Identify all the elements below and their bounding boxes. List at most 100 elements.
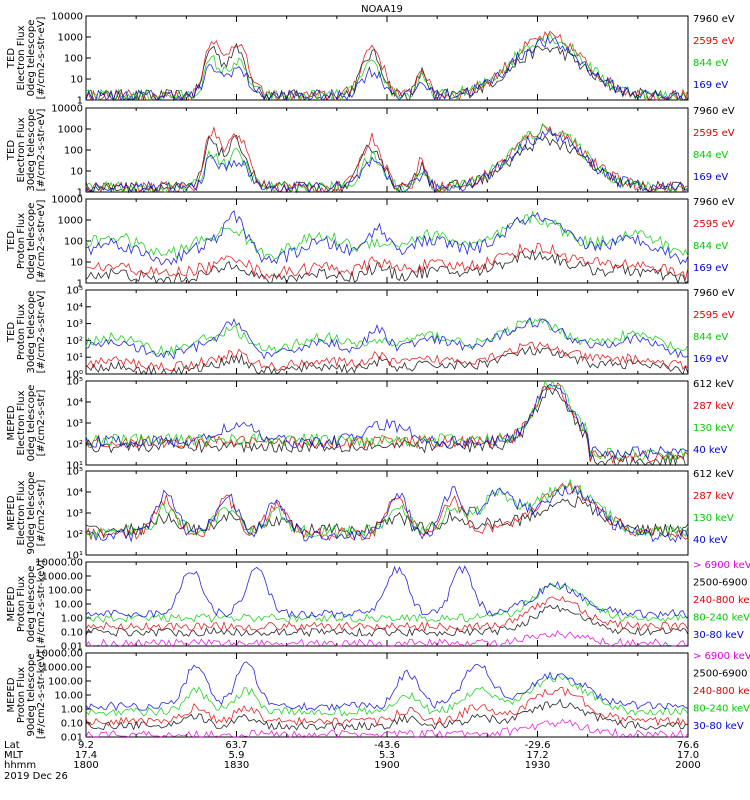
y-tick-label: 10⁴ <box>66 302 83 313</box>
y-tick-label: 1000.00 <box>42 663 83 674</box>
series-p8-2 <box>85 686 689 727</box>
panel-p3: 10000 1000 100 10 1 TEDProton Flux0deg telesc… <box>6 195 735 290</box>
y-tick-label: 100.00 <box>48 586 83 597</box>
y-tick-label: 1000 <box>58 125 83 136</box>
panel-frame <box>85 652 689 738</box>
y-tick-label: 100 <box>64 237 83 248</box>
legend-entry: 30-80 keV <box>693 630 744 641</box>
legend-entry: 2595 eV <box>693 128 735 139</box>
y-axis-label-line: MEPED <box>6 405 17 440</box>
y-axis-label-line: MEPED <box>6 495 17 530</box>
y-axis-label-line: Electron Flux <box>16 117 27 182</box>
series-p7-2 <box>85 596 689 632</box>
y-tick-label: 10² <box>66 440 83 451</box>
legend-entry: 7960 eV <box>693 197 735 208</box>
series-p8-4 <box>85 661 689 712</box>
y-tick-label: 10¹ <box>66 461 83 472</box>
y-tick-label: 10³ <box>66 319 83 330</box>
legend-entry: 287 keV <box>693 491 734 502</box>
y-axis-label-line: [#/cm2-s-str-eV] <box>36 17 47 100</box>
y-axis-label-line: [#/cm2-s-str-eV] <box>36 109 47 192</box>
panel-p6: 10⁵ 10⁴ 10³ 10² 10¹ MEPEDElectron Flux90deg t… <box>6 467 734 562</box>
y-tick-label: 1000 <box>58 33 83 44</box>
y-axis-label: TEDProton Flux30deg telescope[#/cm2-s-st… <box>6 290 47 373</box>
legend-entry: 169 eV <box>693 263 728 274</box>
footer-value: -29.6 <box>525 740 551 751</box>
legend-entry: 2595 eV <box>693 219 735 230</box>
legend-entry: 7960 eV <box>693 106 735 117</box>
series-p7-1 <box>85 604 689 638</box>
y-tick-label: 1000.00 <box>42 572 83 583</box>
y-tick-label: 100.00 <box>48 677 83 688</box>
y-axis-label-line: [#/cm2-s-str-keV] <box>36 651 47 739</box>
series-p1-3 <box>85 35 689 102</box>
legend-entry: 612 keV <box>693 379 734 390</box>
y-tick-label: 10² <box>66 530 83 541</box>
footer-value: 5.3 <box>379 750 395 761</box>
footer-value: 1830 <box>224 760 249 771</box>
y-axis-label-line: Proton Flux <box>16 667 27 723</box>
y-tick-label: 10000 <box>51 195 83 206</box>
legend-entry: 844 eV <box>693 150 728 161</box>
y-axis-label-line: 90deg telescope <box>26 471 37 554</box>
y-axis-label-line: Proton Flux <box>16 213 27 269</box>
legend-entry: 240-800 keV <box>693 686 750 697</box>
series-p7-3 <box>85 583 689 624</box>
y-axis-label-line: TED <box>6 140 17 161</box>
y-tick-label: 10⁰ <box>66 370 83 381</box>
footer-value: 2000 <box>675 760 700 771</box>
series-p6-0 <box>85 495 689 537</box>
y-tick-label: 10.00 <box>54 600 83 611</box>
y-axis-label-line: 0deg telescope <box>26 566 37 643</box>
panel-p2: 10000 1000 100 10 1 TEDElectron Flux30deg tel… <box>6 104 735 199</box>
series-p7-4 <box>85 565 689 619</box>
legend-entry: 130 keV <box>693 513 734 524</box>
legend-entry: 2500-6900 <box>693 578 748 589</box>
y-axis-label-line: Proton Flux <box>16 576 27 632</box>
footer-value: 63.7 <box>225 740 247 751</box>
y-axis-label-line: [#/cm2-s-str] <box>36 479 47 546</box>
panel-frame <box>85 380 689 466</box>
y-axis-label-line: Electron Flux <box>16 480 27 545</box>
y-axis-label-line: 90deg telescope <box>26 653 37 736</box>
y-axis-label-line: [#/cm2-s-str] <box>36 389 47 456</box>
series-p8-0 <box>85 718 689 739</box>
y-tick-label: 1 <box>77 279 83 290</box>
y-tick-label: 1.00 <box>61 705 83 716</box>
y-axis-label-line: Proton Flux <box>16 304 27 360</box>
legend-entry: 2595 eV <box>693 310 735 321</box>
y-tick-label: 10³ <box>66 419 83 430</box>
footer-row-label: Lat <box>4 740 20 751</box>
legend-entry: 80-240 keV <box>693 613 750 624</box>
y-axis-label-line: MEPED <box>6 586 17 621</box>
y-tick-label: 10² <box>66 336 83 347</box>
y-tick-label: 10⁵ <box>66 286 83 297</box>
series-p1-2 <box>85 32 689 102</box>
y-axis-label-line: TED <box>6 231 17 252</box>
legend-entry: 7960 eV <box>693 14 735 25</box>
y-axis-label-line: Electron Flux <box>16 25 27 90</box>
footer-value: 1900 <box>374 760 399 771</box>
legend-entry: 80-240 keV <box>693 704 750 715</box>
y-tick-label: 10 <box>70 75 83 86</box>
footer-row-label: MLT <box>4 750 24 761</box>
legend-entry: > 6900 keV <box>693 560 750 571</box>
legend-entry: 40 keV <box>693 445 727 456</box>
series-p7-0 <box>85 630 689 648</box>
y-axis-label-line: [#/cm2-s-str-keV] <box>36 560 47 648</box>
footer-row-label: hhmm <box>4 760 36 771</box>
footer-value: 5.9 <box>229 750 245 761</box>
legend-entry: 2500-6900 <box>693 669 748 680</box>
y-axis-label: MEPEDElectron Flux90deg telescope[#/cm2-… <box>6 471 47 554</box>
series-p1-1 <box>85 30 689 102</box>
legend-entry: 7960 eV <box>693 288 735 299</box>
y-tick-label: 0.10 <box>61 719 83 730</box>
y-axis-label: MEPEDElectron Flux0deg telescope[#/cm2-s… <box>6 385 47 462</box>
y-tick-label: 100 <box>64 54 83 65</box>
y-tick-label: 10³ <box>66 509 83 520</box>
legend-entry: 612 keV <box>693 469 734 480</box>
legend-entry: 844 eV <box>693 241 728 252</box>
y-axis-label: MEPEDProton Flux0deg telescope[#/cm2-s-s… <box>6 560 47 648</box>
panel-frame <box>85 470 689 556</box>
